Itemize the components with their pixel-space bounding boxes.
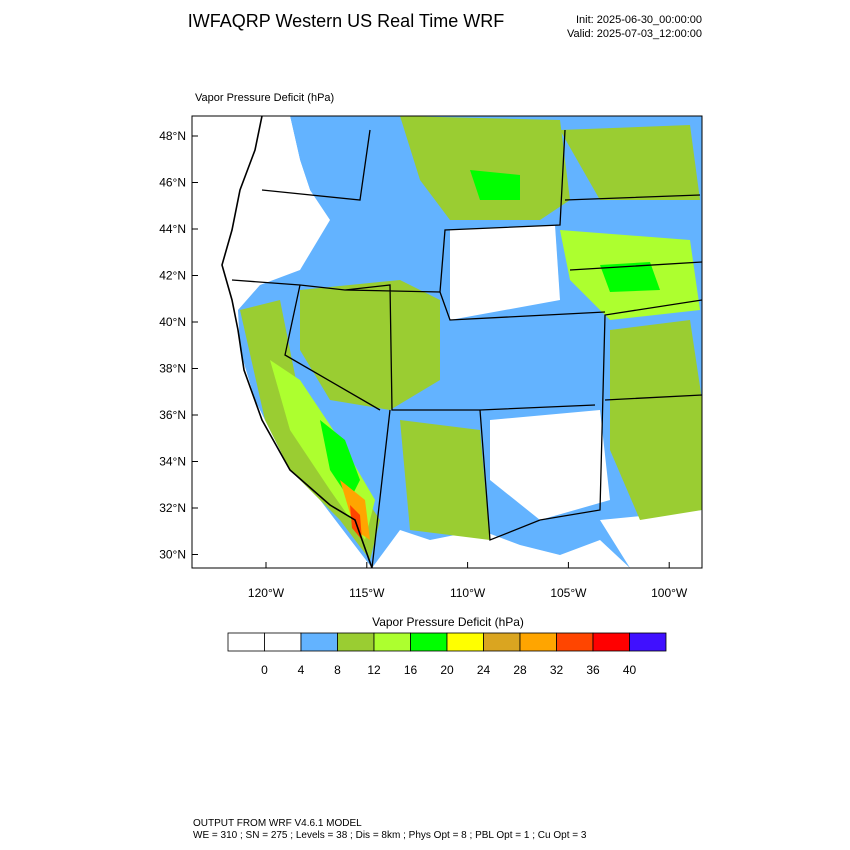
colorbar-box bbox=[556, 632, 594, 652]
lat-label: 48°N bbox=[159, 129, 186, 143]
lon-labels: 120°W 115°W 110°W 105°W 100°W bbox=[248, 562, 688, 600]
lat-label: 30°N bbox=[159, 548, 186, 562]
lon-label: 110°W bbox=[450, 586, 486, 600]
colorbar-label: 4 bbox=[298, 663, 305, 677]
lon-label: 120°W bbox=[248, 586, 285, 600]
lat-labels: 48°N 46°N 44°N 42°N 40°N 38°N 36°N 34°N 32°N 30°N bbox=[159, 129, 198, 562]
colorbar-label: 28 bbox=[513, 663, 527, 677]
colorbar-label: 32 bbox=[550, 663, 564, 677]
colorbar-label: 8 bbox=[334, 663, 341, 677]
map-field bbox=[192, 116, 702, 568]
colorbar-box bbox=[410, 632, 448, 652]
colorbar: 0 4 8 12 16 20 24 28 32 36 40 bbox=[227, 632, 667, 677]
lat-label: 44°N bbox=[159, 222, 186, 236]
colorbar-label: 36 bbox=[586, 663, 600, 677]
lat-label: 34°N bbox=[159, 455, 186, 469]
colorbar-label: 0 bbox=[261, 663, 268, 677]
lat-label: 40°N bbox=[159, 315, 186, 329]
colorbar-title: Vapor Pressure Deficit (hPa) bbox=[372, 615, 524, 629]
colorbar-label: 20 bbox=[440, 663, 454, 677]
colorbar-box bbox=[483, 632, 521, 652]
colorbar-label: 16 bbox=[404, 663, 418, 677]
title: IWFAQRP Western US Real Time WRF bbox=[188, 11, 504, 31]
init-time: Init: 2025-06-30_00:00:00 bbox=[576, 14, 702, 26]
lon-label: 115°W bbox=[349, 586, 385, 600]
valid-time: Valid: 2025-07-03_12:00:00 bbox=[567, 28, 702, 40]
footer-line: OUTPUT FROM WRF V4.6.1 MODEL bbox=[193, 818, 362, 829]
lon-label: 100°W bbox=[651, 586, 688, 600]
lat-label: 32°N bbox=[159, 501, 186, 515]
colorbar-box bbox=[592, 632, 630, 652]
lat-label: 46°N bbox=[159, 176, 186, 190]
colorbar-box bbox=[337, 632, 375, 652]
map: 48°N 46°N 44°N 42°N 40°N 38°N 36°N 34°N 32°N 30°N… bbox=[159, 115, 703, 600]
colorbar-label: 40 bbox=[623, 663, 637, 677]
colorbar-box bbox=[264, 632, 302, 652]
colorbar-label: 12 bbox=[367, 663, 381, 677]
colorbar-box bbox=[629, 632, 667, 652]
lat-label: 38°N bbox=[159, 362, 186, 376]
lon-label: 105°W bbox=[550, 586, 587, 600]
colorbar-box bbox=[519, 632, 557, 652]
colorbar-box bbox=[373, 632, 411, 652]
colorbar-box bbox=[300, 632, 338, 652]
colorbar-box bbox=[227, 632, 265, 652]
lat-label: 42°N bbox=[159, 269, 186, 283]
footer-line: WE = 310 ; SN = 275 ; Levels = 38 ; Dis … bbox=[193, 830, 587, 841]
colorbar-box bbox=[446, 632, 484, 652]
field-label: Vapor Pressure Deficit (hPa) bbox=[195, 92, 334, 104]
colorbar-label: 24 bbox=[477, 663, 491, 677]
lat-label: 36°N bbox=[159, 408, 186, 422]
map-frame bbox=[191, 115, 703, 569]
